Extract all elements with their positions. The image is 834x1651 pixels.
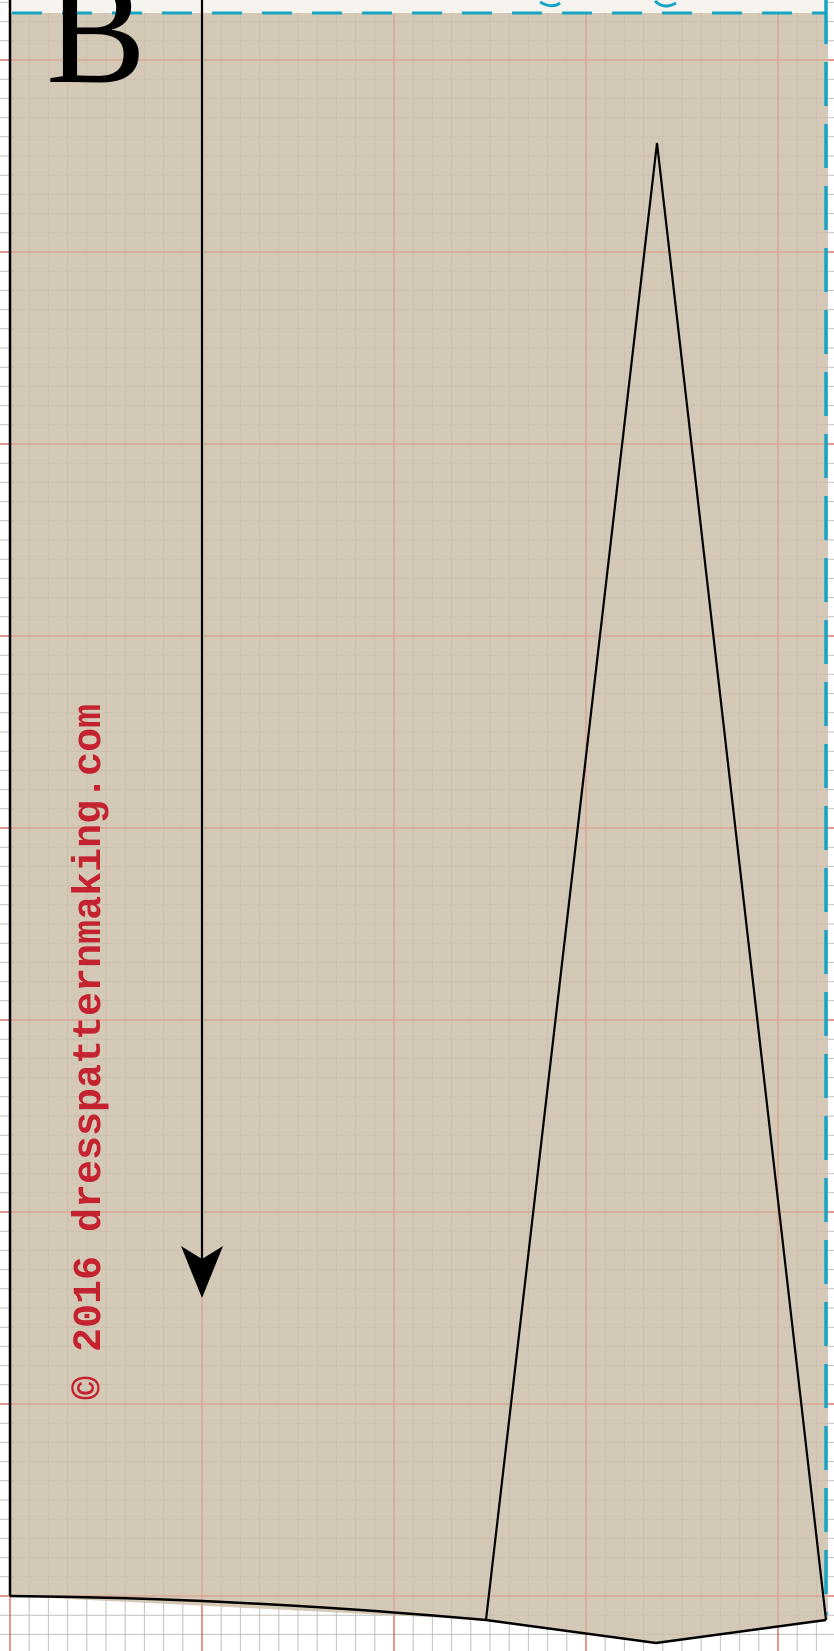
- dart-triangle: [484, 142, 828, 1621]
- piece-hem-edge: [9, 1594, 827, 1645]
- pattern-piece-fill: [10, 0, 828, 1643]
- copyright-watermark: © 2016 dresspatternmaking.com: [68, 704, 113, 1400]
- top-margin-strip: [10, 0, 828, 13]
- grainline-arrowhead: [181, 1246, 223, 1298]
- piece-letter: B: [46, 0, 146, 115]
- top-label-fragment: [539, 0, 677, 8]
